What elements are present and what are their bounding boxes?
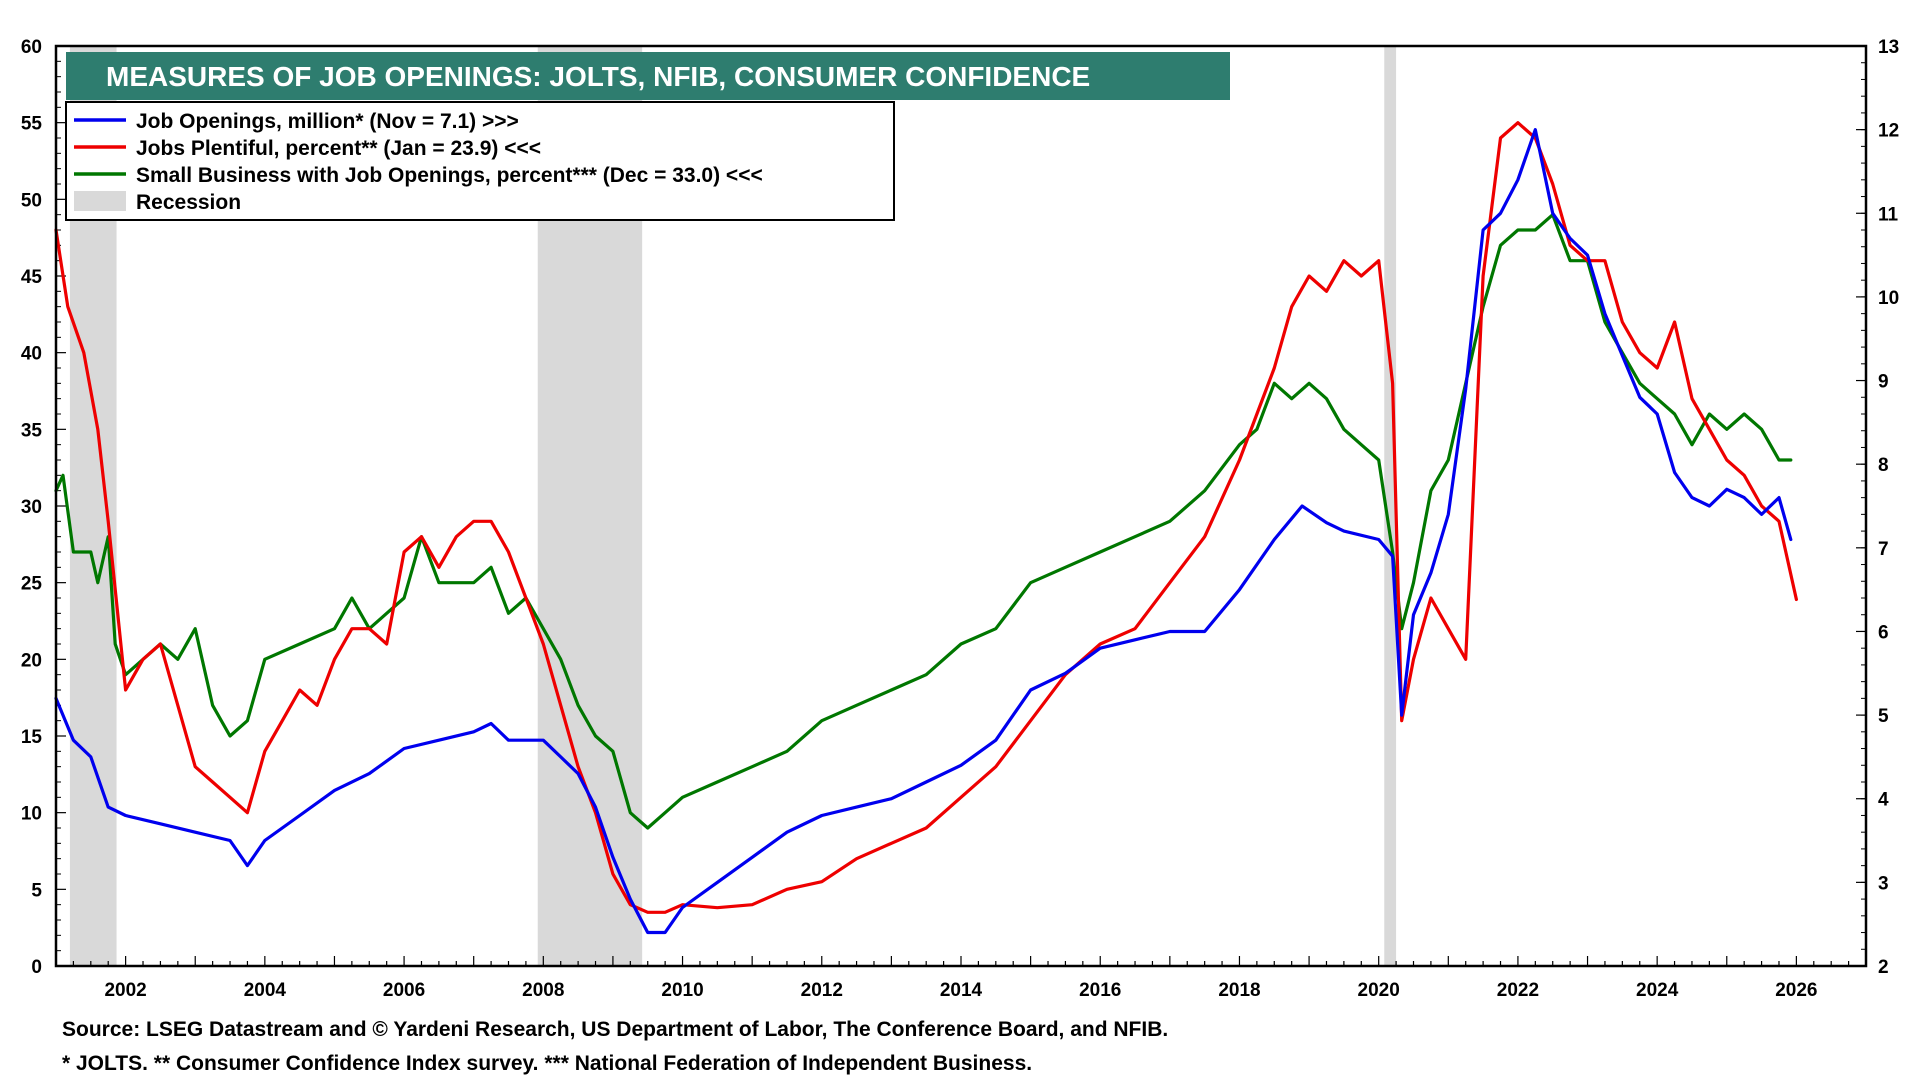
source-note: Source: LSEG Datastream and © Yardeni Re…: [62, 1018, 1169, 1041]
y-right-tick-label: 5: [1878, 706, 1889, 727]
legend-label: Recession: [136, 191, 241, 214]
chart-title: MEASURES OF JOB OPENINGS: JOLTS, NFIB, C…: [106, 61, 1090, 92]
y-right-tick-label: 13: [1878, 37, 1899, 58]
y-right-tick-label: 8: [1878, 455, 1889, 476]
x-tick-label: 2018: [1218, 980, 1260, 1001]
y-right-tick-label: 6: [1878, 622, 1889, 643]
legend-label: Job Openings, million* (Nov = 7.1) >>>: [136, 110, 519, 133]
series-line-jobs-plentiful-percent: [54, 121, 1799, 914]
series-line-small-business-with-job-openings-percent: [54, 213, 1793, 830]
title-banner: [66, 52, 1230, 100]
y-right-tick-label: 10: [1878, 288, 1899, 309]
recession-band: [1384, 46, 1397, 966]
y-right-tick-label: 4: [1878, 790, 1889, 811]
y-right-tick-label: 3: [1878, 873, 1889, 894]
y-left-tick-label: 5: [31, 880, 42, 901]
y-left-tick-label: 35: [21, 420, 43, 441]
legend-label: Jobs Plentiful, percent** (Jan = 23.9) <…: [136, 137, 541, 160]
y-left-tick-label: 30: [21, 497, 42, 518]
y-left-tick-label: 10: [21, 804, 42, 825]
y-left-tick-label: 15: [21, 727, 43, 748]
legend-label: Small Business with Job Openings, percen…: [136, 164, 763, 187]
y-right-tick-label: 7: [1878, 539, 1889, 560]
y-left-tick-label: 40: [21, 344, 42, 365]
x-tick-label: 2020: [1358, 980, 1400, 1001]
x-tick-label: 2008: [522, 980, 564, 1001]
y-right-tick-label: 11: [1878, 204, 1899, 225]
y-right-tick-label: 2: [1878, 957, 1889, 978]
y-left-tick-label: 55: [21, 114, 43, 135]
plot-border: [54, 44, 1868, 968]
series-line-job-openings-million: [54, 128, 1793, 935]
x-tick-label: 2024: [1636, 980, 1679, 1001]
x-tick-label: 2022: [1497, 980, 1539, 1001]
footnote-definitions: * JOLTS. ** Consumer Confidence Index su…: [62, 1052, 1033, 1075]
x-tick-label: 2006: [383, 980, 425, 1001]
y-right-tick-label: 12: [1878, 121, 1899, 142]
y-left-tick-label: 25: [21, 574, 43, 595]
x-tick-label: 2010: [661, 980, 703, 1001]
x-tick-label: 2016: [1079, 980, 1121, 1001]
x-tick-label: 2004: [244, 980, 287, 1001]
y-left-tick-label: 60: [21, 37, 42, 58]
legend-box: [65, 101, 895, 221]
y-right-tick-label: 9: [1878, 372, 1889, 393]
x-tick-label: 2014: [940, 980, 983, 1001]
y-left-tick-label: 0: [31, 957, 42, 978]
legend-swatch: [74, 191, 126, 211]
y-left-tick-label: 20: [21, 650, 42, 671]
legend: Job Openings, million* (Nov = 7.1) >>> Jo…: [74, 110, 763, 214]
y-left-tick-label: 50: [21, 190, 42, 211]
y-left-tick-label: 45: [21, 267, 43, 288]
axis-labels-layer: 2002 2004 2006 2008 2010 2012 2014 2016 2018 2020…: [21, 37, 1899, 1001]
x-tick-label: 2026: [1775, 980, 1817, 1001]
x-tick-label: 2002: [104, 980, 146, 1001]
series-layer: [54, 121, 1799, 935]
x-tick-label: 2012: [801, 980, 843, 1001]
